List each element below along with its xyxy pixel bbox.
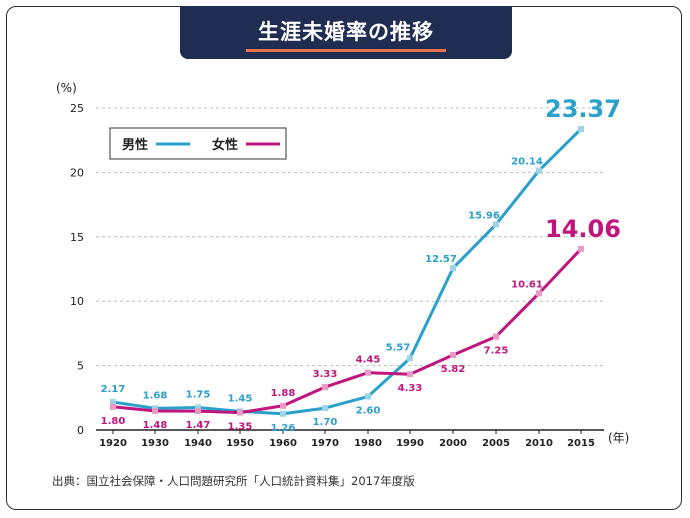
y-tick-label: 5 xyxy=(77,360,84,373)
y-tick-label: 15 xyxy=(70,231,84,244)
source-note: 出典：国立社会保障・人口問題研究所「人口統計資料集」2017年度版 xyxy=(52,474,415,488)
x-tick-label: 2015 xyxy=(567,438,595,449)
data-point-female xyxy=(237,409,243,416)
x-tick-label: 1970 xyxy=(311,438,339,449)
data-point-male xyxy=(536,167,542,174)
data-point-female xyxy=(450,352,456,359)
data-label-male: 15.96 xyxy=(468,210,500,221)
data-label-female: 4.33 xyxy=(398,383,423,394)
x-tick-label: 1990 xyxy=(396,438,424,449)
axes xyxy=(96,429,604,434)
legend-box xyxy=(109,127,287,160)
y-tick-label: 0 xyxy=(77,424,84,437)
data-point-female xyxy=(280,402,286,409)
chart-title: 生涯未婚率の推移 xyxy=(258,20,434,44)
y-axis-unit: (%) xyxy=(56,81,77,95)
data-point-male xyxy=(578,125,584,132)
chart-frame xyxy=(6,6,682,510)
data-label-female: 1.88 xyxy=(271,388,296,399)
data-point-female xyxy=(110,403,116,410)
y-tick-label: 10 xyxy=(70,295,84,308)
data-points xyxy=(110,125,584,417)
data-label-male: 1.70 xyxy=(313,417,338,428)
data-label-female: 4.45 xyxy=(356,355,381,366)
data-point-male xyxy=(493,221,499,228)
y-tick-label: 25 xyxy=(70,102,84,115)
data-point-male xyxy=(407,355,413,362)
x-tick-label: 2005 xyxy=(482,438,510,449)
y-tick-labels: 0 5 10 15 20 25 xyxy=(70,102,84,437)
data-label-female: 1.48 xyxy=(143,420,168,431)
data-label-female: 1.80 xyxy=(101,416,126,427)
data-point-male xyxy=(110,399,116,406)
data-label-female: 5.82 xyxy=(441,364,466,375)
x-tick-label: 1980 xyxy=(354,438,382,449)
x-tick-label: 2010 xyxy=(525,438,553,449)
series-lines xyxy=(112,127,583,416)
data-label-female: 1.47 xyxy=(186,420,211,431)
legend: 男性 女性 xyxy=(109,127,287,160)
x-tick-label: 1920 xyxy=(99,438,127,449)
x-axis-unit: (年) xyxy=(608,431,629,445)
legend-label-female: 女性 xyxy=(212,137,238,153)
data-label-male: 1.68 xyxy=(143,390,168,401)
data-point-male xyxy=(365,393,371,400)
data-labels: 2.17 1.68 1.75 1.45 1.26 1.70 2.60 5.57 12.57 15.… xyxy=(101,95,621,434)
data-label-male: 1.75 xyxy=(186,389,211,400)
data-label-female: 7.25 xyxy=(484,346,509,357)
data-point-male xyxy=(450,265,456,272)
x-tick-label: 1930 xyxy=(141,438,169,449)
data-label-female: 3.33 xyxy=(313,369,338,380)
data-label-male: 20.14 xyxy=(511,157,543,168)
x-tick-label: 1950 xyxy=(226,438,254,449)
data-label-male: 1.26 xyxy=(271,423,296,434)
series-line-female xyxy=(112,247,583,415)
data-label-male: 1.45 xyxy=(228,393,253,404)
data-point-female xyxy=(322,384,328,391)
data-label-male: 12.57 xyxy=(425,254,457,265)
legend-label-male: 男性 xyxy=(122,137,148,153)
data-point-female xyxy=(407,371,413,378)
data-point-female xyxy=(578,245,584,252)
data-label-male: 2.60 xyxy=(356,406,381,417)
data-label-male: 2.17 xyxy=(101,384,126,395)
data-label-female-latest: 14.06 xyxy=(545,215,621,243)
x-tick-label: 1960 xyxy=(269,438,297,449)
data-label-male-latest: 23.37 xyxy=(545,95,621,123)
grid-lines xyxy=(96,107,604,367)
series-line-male xyxy=(112,127,583,416)
x-tick-label: 1940 xyxy=(184,438,212,449)
data-point-female xyxy=(365,369,371,376)
data-point-female xyxy=(152,407,158,414)
data-label-female: 1.35 xyxy=(228,422,253,433)
x-tick-labels: 1920 1930 1940 1950 1960 1970 1980 1990 2000 2005… xyxy=(99,438,595,449)
data-point-male xyxy=(195,404,201,411)
data-point-male xyxy=(322,405,328,412)
y-tick-label: 20 xyxy=(70,166,84,179)
data-point-female xyxy=(536,290,542,297)
data-point-female xyxy=(493,333,499,340)
x-tick-label: 2000 xyxy=(439,438,467,449)
data-point-male xyxy=(280,410,286,417)
data-point-female xyxy=(195,408,201,415)
data-label-male: 5.57 xyxy=(386,342,411,353)
data-label-female: 10.61 xyxy=(511,279,543,290)
title-underline xyxy=(246,49,446,52)
